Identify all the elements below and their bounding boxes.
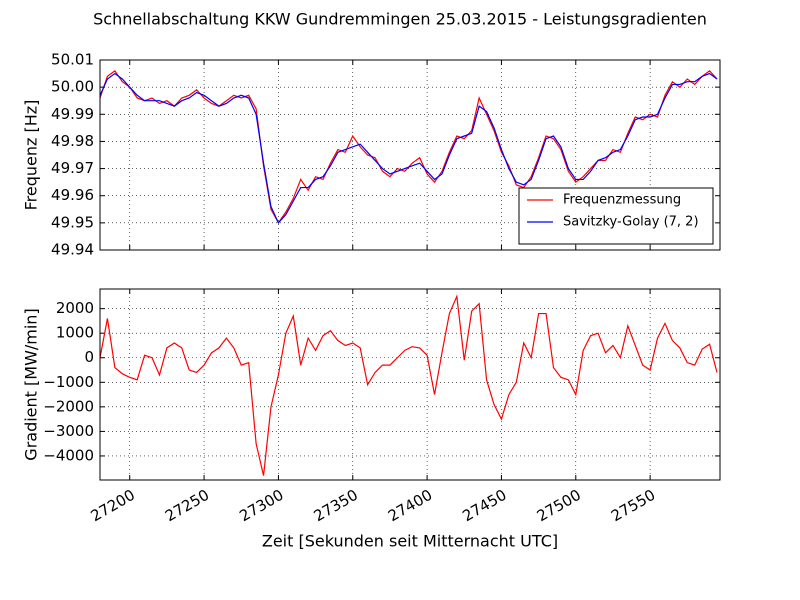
plot-area <box>100 289 720 480</box>
y-tick-label: 0 <box>84 348 94 366</box>
y-tick-label: 50.01 <box>51 51 94 69</box>
y-tick-label: 49.97 <box>51 159 94 177</box>
axes-frame <box>99 59 721 251</box>
y-tick-label: −3000 <box>43 422 94 440</box>
y-axis-label: Frequenz [Hz] <box>22 100 41 211</box>
data-line <box>100 72 718 224</box>
y-tick-label: −4000 <box>43 446 94 464</box>
axes-frame <box>99 288 721 481</box>
y-tick-label: 49.96 <box>51 186 94 204</box>
axes: 49.94 49.95 49.96 49.97 49.98 49.99 50.00 50.01… <box>22 51 721 259</box>
legend-box <box>518 187 714 245</box>
legend: Frequenzmessung Savitzky-Golay (7, 2) <box>518 187 714 245</box>
data-line <box>100 294 718 476</box>
y-tick-label: −1000 <box>43 373 94 391</box>
y-tick-label: 49.98 <box>51 132 94 150</box>
chart-title: Schnellabschaltung KKW Gundremmingen 25.… <box>93 10 707 29</box>
y-tick-label: −2000 <box>43 397 94 415</box>
x-axis-label: Zeit [Sekunden seit Mitternacht UTC] <box>262 532 558 551</box>
y-tick-label: 2000 <box>56 299 94 317</box>
y-tick-label: 50.00 <box>51 78 94 96</box>
y-tick-label: 49.95 <box>51 213 94 231</box>
y-tick-label: 49.99 <box>51 105 94 123</box>
y-axis-label: Gradient [MW/min] <box>22 308 41 460</box>
legend-label: Savitzky-Golay (7, 2) <box>563 215 699 230</box>
legend-label: Frequenzmessung <box>563 193 681 208</box>
y-tick-label: 49.94 <box>51 241 94 259</box>
y-tick-label: 1000 <box>56 324 94 342</box>
